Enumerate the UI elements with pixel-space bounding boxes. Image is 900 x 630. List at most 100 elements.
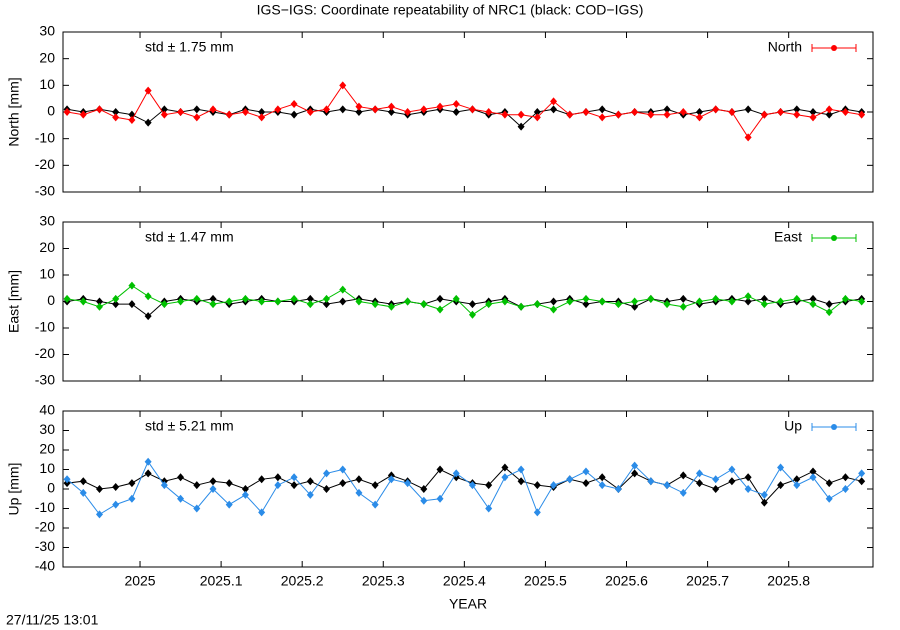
point xyxy=(582,467,590,476)
point xyxy=(95,485,103,493)
point xyxy=(598,105,606,114)
point xyxy=(339,81,347,90)
point xyxy=(355,108,363,116)
point xyxy=(728,108,736,116)
point xyxy=(825,308,833,317)
point xyxy=(517,122,525,131)
point xyxy=(550,305,558,314)
point xyxy=(112,500,120,509)
y-tick-label: -30 xyxy=(35,183,55,199)
point xyxy=(517,465,525,474)
point xyxy=(404,297,412,306)
y-tick-label: 10 xyxy=(39,460,55,476)
point xyxy=(144,86,152,95)
y-tick-label: 30 xyxy=(39,213,55,229)
point xyxy=(695,113,703,122)
point xyxy=(355,297,363,306)
point xyxy=(841,473,849,482)
point xyxy=(452,469,460,478)
point xyxy=(598,481,606,490)
point xyxy=(598,297,606,306)
point xyxy=(679,302,687,311)
point xyxy=(533,508,541,517)
point xyxy=(274,105,282,114)
point xyxy=(339,465,347,474)
point xyxy=(533,113,541,122)
point xyxy=(777,481,785,490)
legend-label: East xyxy=(774,229,802,245)
y-tick-label: -20 xyxy=(35,345,55,361)
point xyxy=(825,110,833,119)
point xyxy=(679,294,687,303)
point xyxy=(647,110,655,119)
point xyxy=(436,294,444,303)
point xyxy=(371,300,379,309)
annotation: std ± 5.21 mm xyxy=(145,418,234,434)
point xyxy=(550,297,558,306)
y-tick-label: 0 xyxy=(47,103,55,119)
point xyxy=(858,469,866,478)
point xyxy=(387,475,395,484)
point xyxy=(112,294,120,303)
legend-marker xyxy=(831,235,837,241)
point xyxy=(420,300,428,309)
point xyxy=(825,300,833,309)
point xyxy=(193,504,201,513)
point xyxy=(550,105,558,114)
point xyxy=(825,494,833,503)
y-tick-label: 20 xyxy=(39,49,55,65)
point xyxy=(128,479,136,488)
point xyxy=(452,100,460,108)
y-tick-label: 10 xyxy=(39,76,55,92)
point xyxy=(825,479,833,488)
point xyxy=(566,475,574,484)
point xyxy=(306,300,314,309)
point xyxy=(468,481,476,490)
point xyxy=(679,108,687,116)
y-tick-label: -20 xyxy=(35,519,55,535)
y-tick-label: 10 xyxy=(39,266,55,282)
point xyxy=(371,481,379,490)
point xyxy=(712,485,720,493)
point xyxy=(663,105,671,114)
legend-marker xyxy=(831,424,837,430)
y-tick-label: -10 xyxy=(35,129,55,145)
timestamp: 27/11/25 13:01 xyxy=(6,612,99,628)
point xyxy=(501,110,509,119)
point xyxy=(160,300,168,309)
point xyxy=(95,297,103,306)
point xyxy=(533,108,541,116)
point xyxy=(614,300,622,309)
y-tick-label: -10 xyxy=(35,319,55,335)
point xyxy=(339,479,347,488)
point xyxy=(144,118,152,127)
point xyxy=(241,490,249,499)
point xyxy=(582,300,590,309)
point xyxy=(193,105,201,114)
point xyxy=(501,297,509,306)
point xyxy=(485,300,493,309)
point xyxy=(387,102,395,111)
y-tick-label: 20 xyxy=(39,239,55,255)
point xyxy=(695,108,703,116)
point xyxy=(631,108,639,116)
x-tick-label: 2025.2 xyxy=(281,573,324,589)
point xyxy=(517,110,525,119)
x-tick-label: 2025.3 xyxy=(362,573,405,589)
point xyxy=(95,105,103,114)
annotation: std ± 1.47 mm xyxy=(145,229,234,245)
point xyxy=(744,292,752,301)
point xyxy=(371,105,379,114)
y-tick-label: -40 xyxy=(35,558,55,574)
point xyxy=(728,477,736,486)
point xyxy=(112,483,120,492)
point xyxy=(760,498,768,507)
point xyxy=(404,108,412,116)
legend-label: Up xyxy=(784,418,802,434)
point xyxy=(209,105,217,114)
point xyxy=(744,485,752,493)
point xyxy=(468,300,476,309)
point xyxy=(744,133,752,142)
point xyxy=(258,113,266,122)
